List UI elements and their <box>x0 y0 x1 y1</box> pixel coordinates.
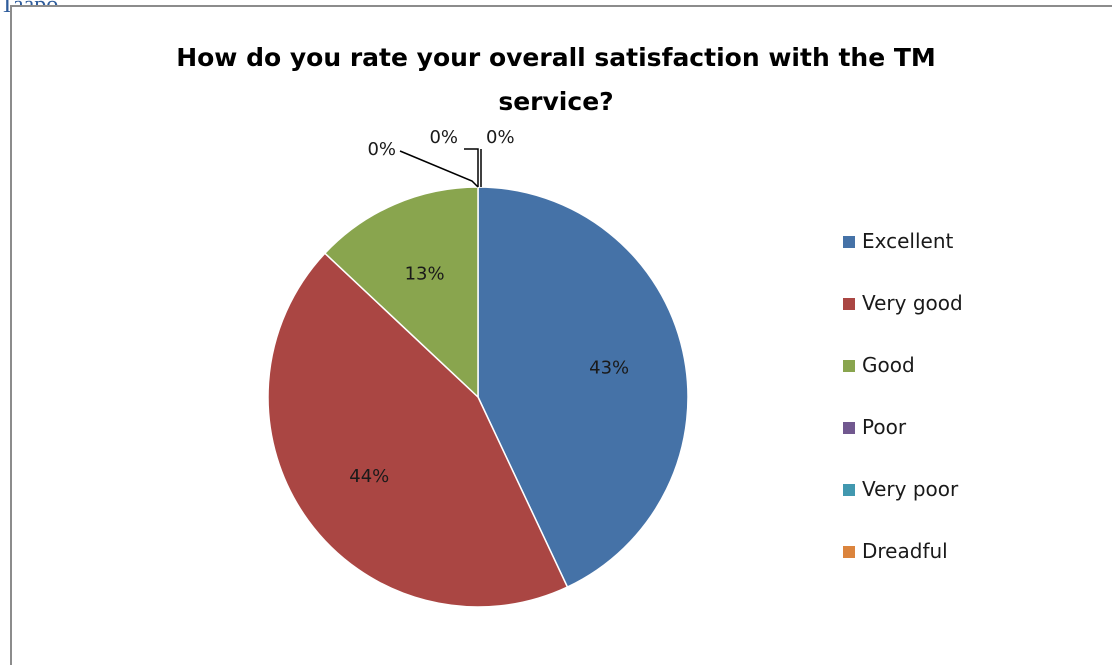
legend-swatch-excellent <box>843 236 855 248</box>
legend-swatch-poor <box>843 422 855 434</box>
data-label-poor: 0% <box>367 139 396 160</box>
pie-slice-very-good <box>267 252 569 608</box>
pie-slice-good <box>323 186 479 399</box>
legend-label-good: Good <box>862 353 915 377</box>
legend-label-poor: Poor <box>862 415 907 439</box>
legend-label-dreadful: Dreadful <box>862 539 948 563</box>
chart-legend: Excellent Very good Good Poor Very poor Dread… <box>843 229 963 563</box>
data-label-dreadful: 0% <box>486 127 515 148</box>
data-label-very-good: 44% <box>349 466 389 487</box>
data-label-excellent: 43% <box>589 358 629 379</box>
pie-data-labels: 43% 44% 13% 0% 0% 0% <box>349 127 629 487</box>
data-label-very-poor: 0% <box>429 127 458 148</box>
legend-swatch-very-poor <box>843 484 855 496</box>
pie-slice-excellent <box>477 186 689 589</box>
legend-label-very-good: Very good <box>862 291 963 315</box>
legend-swatch-very-good <box>843 298 855 310</box>
pie-slices <box>267 186 689 608</box>
chart-title-line-1: How do you rate your overall satisfactio… <box>176 43 936 72</box>
legend-swatch-dreadful <box>843 546 855 558</box>
legend-label-very-poor: Very poor <box>862 477 959 501</box>
chart-title-line-2: service? <box>498 87 613 116</box>
leader-line-poor <box>399 150 479 188</box>
legend-label-excellent: Excellent <box>862 229 954 253</box>
leader-line-very-poor <box>464 148 479 187</box>
data-label-good: 13% <box>405 264 445 285</box>
legend-swatch-good <box>843 360 855 372</box>
